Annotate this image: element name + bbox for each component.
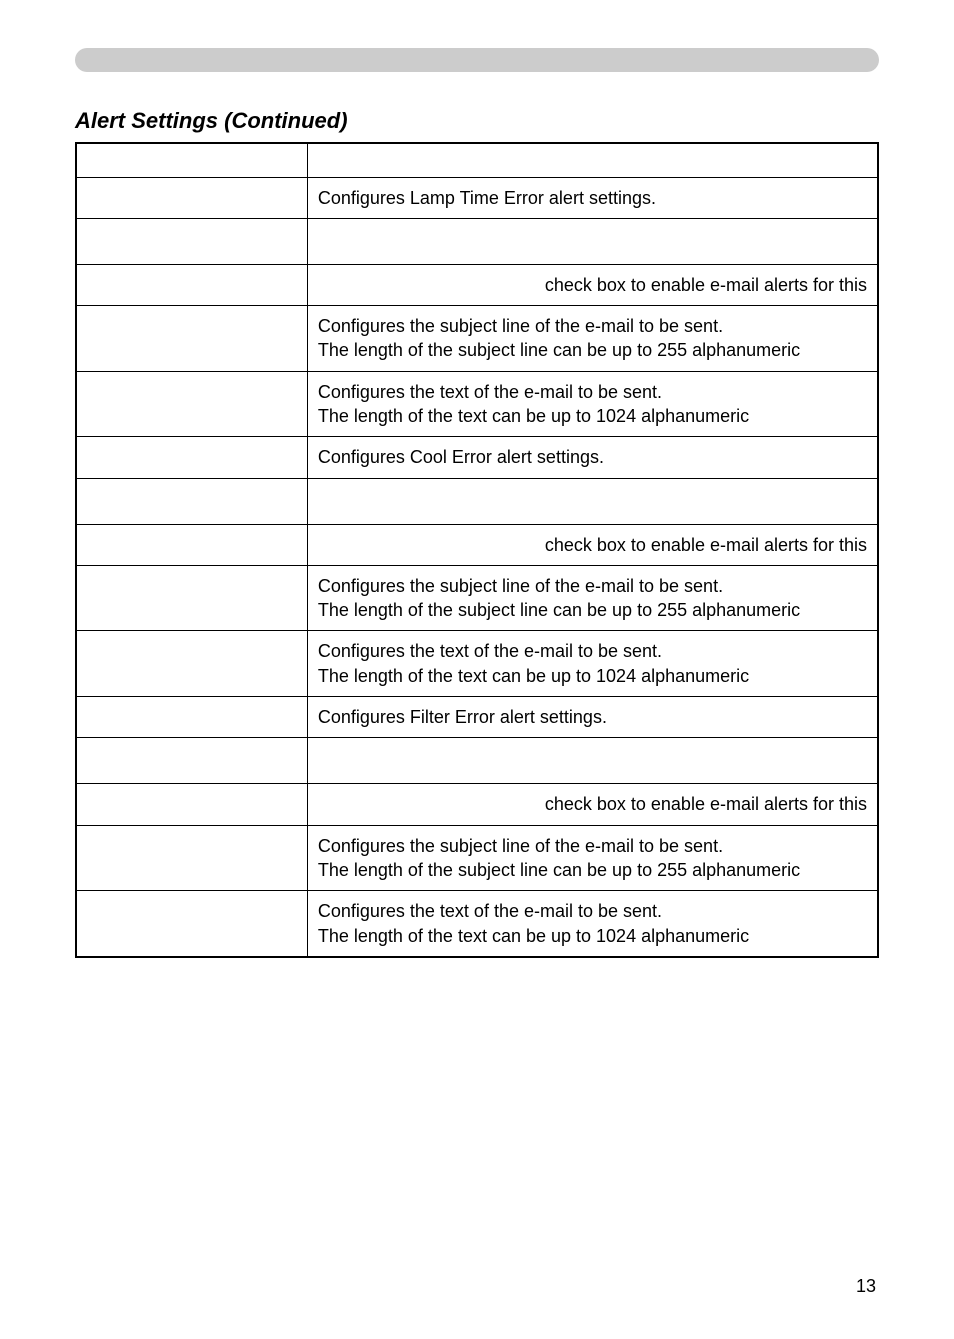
table-cell <box>76 784 307 825</box>
table-cell <box>76 697 307 738</box>
table-cell: check box to enable e-mail alerts for th… <box>307 524 878 565</box>
table-cell <box>76 371 307 437</box>
header-bar <box>75 48 879 72</box>
table-cell <box>307 738 878 784</box>
table-cell <box>76 478 307 524</box>
table-cell <box>76 218 307 264</box>
table-cell <box>76 524 307 565</box>
table-cell: Configures the text of the e-mail to be … <box>307 371 878 437</box>
table-cell <box>307 478 878 524</box>
table-cell: Configures the subject line of the e-mai… <box>307 306 878 372</box>
table-cell: Configures Cool Error alert settings. <box>307 437 878 478</box>
table-row <box>76 478 878 524</box>
table-cell <box>307 218 878 264</box>
table-cell: Configures Lamp Time Error alert setting… <box>307 177 878 218</box>
table-row <box>76 738 878 784</box>
cell-line-2: The length of the subject line can be up… <box>318 860 800 880</box>
table-cell <box>76 738 307 784</box>
cell-line-2: The length of the text can be up to 1024… <box>318 926 749 946</box>
table-row: check box to enable e-mail alerts for th… <box>76 264 878 305</box>
table-row <box>76 218 878 264</box>
table-cell <box>76 825 307 891</box>
table-row: check box to enable e-mail alerts for th… <box>76 784 878 825</box>
table-cell <box>307 143 878 177</box>
cell-line-2: The length of the subject line can be up… <box>318 600 800 620</box>
table-cell: Configures the subject line of the e-mai… <box>307 565 878 631</box>
table-row: Configures Cool Error alert settings. <box>76 437 878 478</box>
cell-line-1: Configures the subject line of the e-mai… <box>318 836 723 856</box>
table-cell <box>76 631 307 697</box>
cell-line-1: Configures the text of the e-mail to be … <box>318 901 662 921</box>
table-row: Configures the subject line of the e-mai… <box>76 565 878 631</box>
cell-line-2: The length of the text can be up to 1024… <box>318 406 749 426</box>
table-cell: Configures Filter Error alert settings. <box>307 697 878 738</box>
table-cell: check box to enable e-mail alerts for th… <box>307 264 878 305</box>
settings-table: Configures Lamp Time Error alert setting… <box>75 142 879 958</box>
table-row: Configures Filter Error alert settings. <box>76 697 878 738</box>
table-cell <box>76 177 307 218</box>
table-cell: Configures the subject line of the e-mai… <box>307 825 878 891</box>
table-row: check box to enable e-mail alerts for th… <box>76 524 878 565</box>
table-row: Configures the text of the e-mail to be … <box>76 371 878 437</box>
table-cell <box>76 264 307 305</box>
table-cell: check box to enable e-mail alerts for th… <box>307 784 878 825</box>
cell-line-1: Configures the subject line of the e-mai… <box>318 316 723 336</box>
table-cell <box>76 891 307 957</box>
table-header-row <box>76 143 878 177</box>
table-cell: Configures the text of the e-mail to be … <box>307 631 878 697</box>
table-row: Configures the subject line of the e-mai… <box>76 825 878 891</box>
cell-line-1: Configures the text of the e-mail to be … <box>318 382 662 402</box>
cell-line-2: The length of the text can be up to 1024… <box>318 666 749 686</box>
table-row: Configures the subject line of the e-mai… <box>76 306 878 372</box>
table-row: Configures the text of the e-mail to be … <box>76 891 878 957</box>
table-cell <box>76 437 307 478</box>
table-cell <box>76 143 307 177</box>
table-cell <box>76 565 307 631</box>
cell-line-1: Configures the text of the e-mail to be … <box>318 641 662 661</box>
table-row: Configures the text of the e-mail to be … <box>76 631 878 697</box>
table-row: Configures Lamp Time Error alert setting… <box>76 177 878 218</box>
table-cell <box>76 306 307 372</box>
cell-line-1: Configures the subject line of the e-mai… <box>318 576 723 596</box>
cell-line-2: The length of the subject line can be up… <box>318 340 800 360</box>
page-number: 13 <box>856 1276 876 1297</box>
table-cell: Configures the text of the e-mail to be … <box>307 891 878 957</box>
section-title: Alert Settings (Continued) <box>75 108 348 134</box>
